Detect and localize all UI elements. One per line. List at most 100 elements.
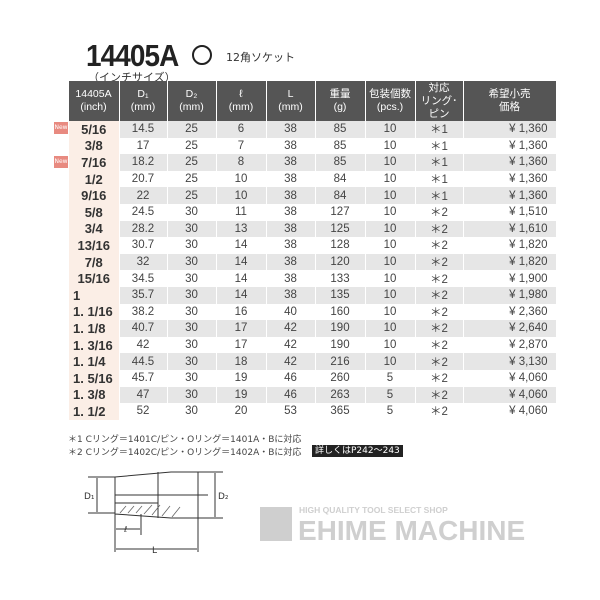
cell-pcs: 10 <box>364 220 415 238</box>
column-header-line: D₁ <box>137 88 149 100</box>
cell-L: 38 <box>265 154 315 171</box>
table-row: 1. 1/16 38.2 30 16 40 160 10 ＊2 ¥ 2,360 <box>68 303 556 321</box>
column-header-line: 包装個数 <box>369 88 411 100</box>
cell-price: ¥ 3,130 <box>462 353 556 370</box>
cell-size: 1. 5/16 <box>68 369 119 387</box>
cell-pcs: 10 <box>364 286 415 304</box>
cell-l_small: 17 <box>215 336 266 354</box>
cell-L: 38 <box>265 220 315 238</box>
cell-pcs: 5 <box>364 386 415 404</box>
cell-weight: 128 <box>314 237 365 254</box>
table-row: 7/8 32 30 14 38 120 10 ＊2 ¥ 1,820 <box>68 253 556 271</box>
cell-l_small: 14 <box>215 253 266 271</box>
cell-d1: 47 <box>118 386 167 404</box>
cell-L: 38 <box>265 137 315 155</box>
column-header-line: (mm) <box>179 101 204 113</box>
cell-ring: ＊1 <box>414 154 463 171</box>
cell-weight: 84 <box>314 170 365 188</box>
cell-pcs: 10 <box>364 303 415 321</box>
table-row: 3/4 28.2 30 13 38 125 10 ＊2 ¥ 1,610 <box>68 220 556 238</box>
cell-d1: 24.5 <box>118 203 167 221</box>
cell-d2: 30 <box>166 303 216 321</box>
cell-weight: 260 <box>314 369 365 387</box>
table-row: 1/2 20.7 25 10 38 84 10 ＊1 ¥ 1,360 <box>68 170 556 188</box>
cell-d1: 40.7 <box>118 320 167 337</box>
cell-size: 5/16 <box>68 121 119 138</box>
table-row: 15/16 34.5 30 14 38 133 10 ＊2 ¥ 1,900 <box>68 270 556 287</box>
cell-d2: 25 <box>166 154 216 171</box>
cell-d1: 44.5 <box>118 353 167 370</box>
cell-price: ¥ 1,510 <box>462 203 556 221</box>
diagram-label-l-small: ℓ <box>123 525 127 534</box>
cell-price: ¥ 1,820 <box>462 237 556 254</box>
table-row: 5/8 24.5 30 11 38 127 10 ＊2 ¥ 1,510 <box>68 203 556 221</box>
column-header-line: 重量 <box>329 88 351 100</box>
cell-d2: 30 <box>166 270 216 287</box>
cell-ring: ＊2 <box>414 369 463 387</box>
cell-weight: 127 <box>314 203 365 221</box>
cell-price: ¥ 2,360 <box>462 303 556 321</box>
twelve-point-socket-icon <box>192 45 212 65</box>
cell-size: 1. 1/8 <box>68 320 119 337</box>
cell-d1: 52 <box>118 403 167 420</box>
cell-price: ¥ 1,820 <box>462 253 556 271</box>
column-header-line: (mm) <box>278 101 303 113</box>
diagram-label-L: L <box>152 546 157 556</box>
column-header-line: (inch) <box>80 101 107 113</box>
cell-l_small: 16 <box>215 303 266 321</box>
cell-d2: 25 <box>166 137 216 155</box>
cell-pcs: 10 <box>364 137 415 155</box>
cell-L: 38 <box>265 170 315 188</box>
cell-l_small: 18 <box>215 353 266 370</box>
cell-size: 1. 3/16 <box>68 336 119 354</box>
cell-d2: 30 <box>166 220 216 238</box>
cell-L: 53 <box>265 403 315 420</box>
cell-size: 3/4 <box>68 220 119 238</box>
cell-d2: 25 <box>166 121 216 138</box>
table-row: 5/16 14.5 25 6 38 85 10 ＊1 ¥ 1,360 <box>68 121 556 138</box>
cell-d1: 42 <box>118 336 167 354</box>
cell-price: ¥ 2,640 <box>462 320 556 337</box>
cell-weight: 160 <box>314 303 365 321</box>
cell-d1: 14.5 <box>118 121 167 138</box>
cell-d2: 30 <box>166 369 216 387</box>
cell-ring: ＊2 <box>414 303 463 321</box>
table-row: 13/16 30.7 30 14 38 128 10 ＊2 ¥ 1,820 <box>68 237 556 254</box>
table-row: 9/16 22 25 10 38 84 10 ＊1 ¥ 1,360 <box>68 187 556 204</box>
cell-d2: 30 <box>166 336 216 354</box>
cell-size: 15/16 <box>68 270 119 287</box>
cell-ring: ＊2 <box>414 286 463 304</box>
cell-price: ¥ 4,060 <box>462 369 556 387</box>
cell-L: 40 <box>265 303 315 321</box>
cell-l_small: 8 <box>215 154 266 171</box>
logo-mark-icon <box>260 507 292 541</box>
cell-weight: 263 <box>314 386 365 404</box>
cell-ring: ＊1 <box>414 187 463 204</box>
socket-type-label: 12角ソケット <box>226 51 295 64</box>
cell-size: 5/8 <box>68 203 119 221</box>
column-header-line: D₂ <box>185 88 198 100</box>
cell-size: 3/8 <box>68 137 119 155</box>
cell-price: ¥ 1,610 <box>462 220 556 238</box>
cell-d2: 30 <box>166 403 216 420</box>
cell-pcs: 10 <box>364 320 415 337</box>
cell-size: 1. 1/2 <box>68 403 119 420</box>
column-header-line: (pcs.) <box>376 101 404 113</box>
cell-l_small: 14 <box>215 286 266 304</box>
product-subtitle: （インチサイズ） <box>88 71 176 84</box>
cell-L: 38 <box>265 203 315 221</box>
cell-d1: 18.2 <box>118 154 167 171</box>
diagram-label-d2: D₂ <box>218 492 229 502</box>
cell-weight: 365 <box>314 403 365 420</box>
column-header: 希望小売 価格 <box>462 81 556 121</box>
column-header: 対応 リング･ピン <box>414 81 463 121</box>
cell-L: 38 <box>265 121 315 138</box>
cell-ring: ＊2 <box>414 336 463 354</box>
cell-weight: 135 <box>314 286 365 304</box>
cell-weight: 133 <box>314 270 365 287</box>
cell-d2: 30 <box>166 237 216 254</box>
column-header: 包装個数 (pcs.) <box>364 81 415 121</box>
footnote-1: ＊1 Cリング＝1401C/ピン・Oリング＝1401A・Bに対応 <box>68 435 302 445</box>
cell-ring: ＊2 <box>414 237 463 254</box>
cell-pcs: 10 <box>364 253 415 271</box>
